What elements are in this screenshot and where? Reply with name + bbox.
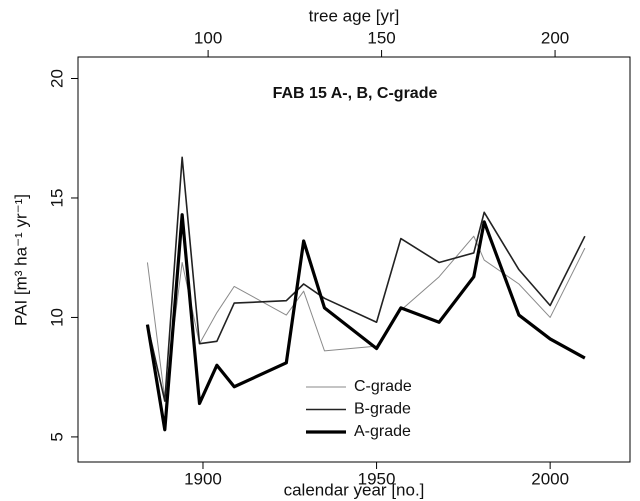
y-tick-label: 20: [47, 69, 66, 88]
line-series: [145, 213, 586, 432]
legend-label: B-grade: [354, 401, 411, 418]
legend-label: C-grade: [354, 378, 412, 395]
legend-label: A-grade: [354, 423, 411, 440]
chart-title: FAB 15 A-, B, C-grade: [273, 85, 438, 102]
y-tick-label: 15: [47, 189, 66, 208]
x2-tick-label: 200: [541, 28, 569, 47]
x-tick-label: 1950: [358, 469, 396, 488]
y-tick-label: 5: [47, 432, 66, 441]
x-tick-label: 2000: [531, 469, 569, 488]
x2-axis-label: tree age [yr]: [309, 6, 400, 25]
plot-frame: [77, 56, 631, 463]
line-series: [146, 156, 586, 402]
line-series: [146, 235, 586, 400]
y-tick-label: 10: [47, 308, 66, 327]
x2-tick-label: 100: [194, 28, 222, 47]
x2-tick-label: 150: [367, 28, 395, 47]
x-tick-label: 1900: [184, 469, 222, 488]
y-axis-label: PAI [m³ ha⁻¹ yr⁻¹]: [11, 194, 30, 326]
x-axis-label: calendar year [no.]: [284, 480, 425, 499]
